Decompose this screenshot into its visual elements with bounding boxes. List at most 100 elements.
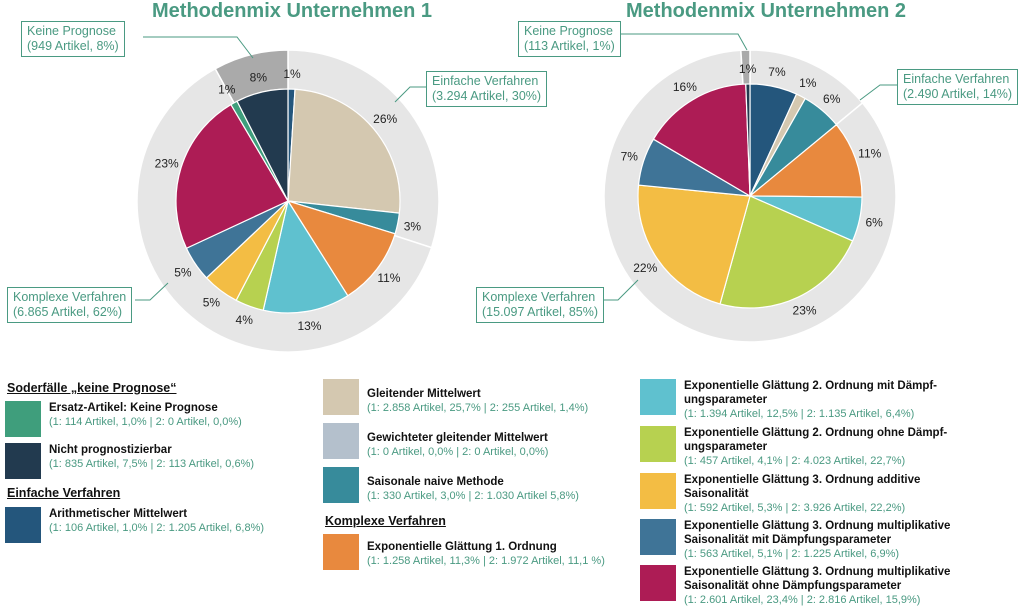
leader-line bbox=[620, 33, 748, 51]
legend-info: (1: 114 Artikel, 1,0% | 2: 0 Artikel, 0,… bbox=[49, 416, 242, 428]
legend-item-gleitender-mittelwert: Gleitender Mittelwert (1: 2.858 Artikel, … bbox=[323, 379, 588, 415]
callout-leader-lines bbox=[135, 33, 897, 301]
leader-line bbox=[859, 84, 897, 101]
legend-name: Exponentielle Glättung 1. Ordnung bbox=[367, 541, 557, 553]
slice-label-nicht: 1% bbox=[739, 62, 757, 76]
legend-item-exp-glaettung-3-mult-mit: Exponentielle Glättung 3. Ordnung multip… bbox=[640, 519, 970, 561]
pie-slice-exp1 bbox=[748, 123, 863, 198]
legend-heading-komplexe: Komplexe Verfahren bbox=[325, 514, 446, 528]
legend-item-exp-glaettung-2-mit: Exponentielle Glättung 2. Ordnung mit Dä… bbox=[640, 379, 970, 421]
legend-swatch bbox=[640, 426, 676, 462]
legend-item-saisonale-naive-methode: Saisonale naive Methode (1: 330 Artikel, … bbox=[323, 467, 579, 503]
legend-item-exp-glaettung-3-mult-ohne: Exponentielle Glättung 3. Ordnung multip… bbox=[640, 565, 970, 607]
legend-info: (1: 563 Artikel, 5,1% | 2: 1.225 Artikel… bbox=[684, 548, 900, 560]
slice-label-exp3ohne: 23% bbox=[155, 156, 179, 170]
callout-detail: (15.097 Artikel, 85%) bbox=[482, 305, 599, 319]
slice-label-exp2m: 13% bbox=[297, 319, 321, 333]
legend-heading-sonderfaelle: Soderfälle „keine Prognose“ bbox=[7, 381, 177, 395]
legend-info: (1: 106 Artikel, 1,0% | 2: 1.205 Artikel… bbox=[49, 522, 265, 534]
callout-label: Einfache Verfahren bbox=[432, 74, 539, 88]
slice-label-exp2o: 4% bbox=[236, 313, 254, 327]
callout-komplexe-verfahren-1: Komplexe Verfahren (6.865 Artikel, 62%) bbox=[7, 287, 133, 323]
legend-name: Exponentielle Glättung 3. Ordnung multip… bbox=[684, 566, 951, 592]
legend-item-exp-glaettung-1: Exponentielle Glättung 1. Ordnung (1: 1.2… bbox=[323, 534, 605, 570]
callout-label: Keine Prognose bbox=[524, 24, 613, 38]
legend-info: (1: 2.601 Artikel, 23,4% | 2: 2.816 Arti… bbox=[684, 594, 921, 606]
callout-einfache-verfahren-1: Einfache Verfahren (3.294 Artikel, 30%) bbox=[426, 71, 548, 107]
callout-label: Komplexe Verfahren bbox=[13, 290, 127, 304]
legend-swatch bbox=[640, 473, 676, 509]
pie-chart-unternehmen-1: 1% 26% 3% 11% 13% 4% 5% 5% 23% 1% 8% bbox=[136, 49, 440, 353]
legend-name: Exponentielle Glättung 3. Ordnung multip… bbox=[684, 520, 951, 546]
legend-item-gewichteter-mittelwert: Gewichteter gleitender Mittelwert (1: 0 A… bbox=[323, 423, 548, 459]
legend-name: Arithmetischer Mittelwert bbox=[49, 508, 188, 520]
callout-detail: (6.865 Artikel, 62%) bbox=[13, 305, 123, 319]
legend-item-exp-glaettung-2-ohne: Exponentielle Glättung 2. Ordnung ohne D… bbox=[640, 426, 970, 468]
legend-swatch bbox=[323, 467, 359, 503]
legend-swatch bbox=[5, 401, 41, 437]
pie-slice-exp2o bbox=[719, 195, 854, 309]
legend-item-exp-glaettung-3-additiv: Exponentielle Glättung 3. Ordnung additi… bbox=[640, 473, 970, 515]
callout-detail: (949 Artikel, 8%) bbox=[27, 39, 119, 53]
callout-label: Einfache Verfahren bbox=[903, 72, 1010, 86]
callout-label: Komplexe Verfahren bbox=[482, 290, 596, 304]
pie-slice-exp3ohne bbox=[175, 103, 289, 250]
slice-label-arith: 7% bbox=[768, 65, 786, 79]
legend-swatch bbox=[640, 519, 676, 555]
legend-name: Gewichteter gleitender Mittelwert bbox=[367, 432, 548, 444]
legend-info: (1: 1.394 Artikel, 12,5% | 2: 1.135 Arti… bbox=[684, 408, 915, 420]
legend-swatch bbox=[323, 423, 359, 459]
leader-line bbox=[143, 36, 254, 59]
legend-swatch bbox=[5, 443, 41, 479]
legend-info: (1: 330 Artikel, 3,0% | 2: 1.030 Artikel… bbox=[367, 490, 579, 502]
pie-chart-unternehmen-2: 7% 1% 6% 11% 6% 23% 22% 7% 16% 1% bbox=[603, 49, 897, 343]
legend-name: Exponentielle Glättung 2. Ordnung ohne D… bbox=[684, 427, 948, 453]
pie-slice-nicht bbox=[745, 83, 751, 197]
slice-label-exp1: 11% bbox=[858, 147, 881, 161]
slice-label-gleit: 26% bbox=[373, 112, 397, 126]
legend-name: Exponentielle Glättung 2. Ordnung mit Dä… bbox=[684, 380, 938, 406]
legend-name: Ersatz-Artikel: Keine Prognose bbox=[49, 402, 218, 414]
callout-komplexe-verfahren-2: Komplexe Verfahren (15.097 Artikel, 85%) bbox=[476, 287, 605, 323]
leader-line bbox=[135, 282, 169, 301]
legend-name: Gleitender Mittelwert bbox=[367, 388, 481, 400]
legend-heading-einfache: Einfache Verfahren bbox=[7, 486, 121, 500]
callout-detail: (3.294 Artikel, 30%) bbox=[432, 89, 542, 103]
slice-label-exp3mit: 7% bbox=[621, 150, 639, 164]
chart-2-title: Methodenmix Unternehmen 2 bbox=[626, 0, 907, 22]
slice-label-exp1: 11% bbox=[377, 271, 400, 285]
slice-label-exp3ohne: 16% bbox=[673, 80, 697, 94]
pie-charts: 1% 26% 3% 11% 13% 4% 5% 5% 23% 1% 8% 7% 1% 6% 11% 6% 23… bbox=[135, 33, 897, 353]
legend-info: (1: 2.858 Artikel, 25,7% | 2: 255 Artike… bbox=[367, 402, 589, 414]
slice-label-exp3add: 22% bbox=[633, 261, 657, 275]
callout-detail: (2.490 Artikel, 14%) bbox=[903, 87, 1013, 101]
slice-label-exp3mit: 5% bbox=[174, 265, 192, 279]
callout-label: Keine Prognose bbox=[27, 24, 116, 38]
legend-swatch bbox=[5, 507, 41, 543]
pie-slice-exp2m bbox=[262, 199, 349, 314]
callout-detail: (113 Artikel, 1%) bbox=[524, 39, 615, 53]
legend-info: (1: 0 Artikel, 0,0% | 2: 0 Artikel, 0,0%… bbox=[367, 446, 549, 458]
slice-label-saison: 6% bbox=[823, 92, 841, 106]
leader-line bbox=[394, 86, 426, 103]
slice-label-gleit: 1% bbox=[799, 76, 817, 90]
slice-label-exp2o: 23% bbox=[793, 304, 817, 318]
slice-label-arith: 1% bbox=[283, 67, 301, 81]
slice-label-exp3add: 5% bbox=[203, 295, 221, 309]
callout-keine-prognose-1: Keine Prognose (949 Artikel, 8%) bbox=[21, 21, 125, 57]
slice-label-ersatz: 1% bbox=[218, 83, 236, 97]
legend-info: (1: 1.258 Artikel, 11,3% | 2: 1.972 Arti… bbox=[367, 555, 605, 567]
legend-name: Exponentielle Glättung 3. Ordnung additi… bbox=[684, 474, 921, 500]
slice-label-nicht: 8% bbox=[250, 71, 268, 85]
legend-item-nicht-prognostizierbar: Nicht prognostizierbar (1: 835 Artikel, 7… bbox=[5, 443, 254, 479]
legend-name: Nicht prognostizierbar bbox=[49, 444, 172, 456]
pie-slice-nicht bbox=[236, 88, 289, 202]
pie-slice-gleit bbox=[287, 88, 401, 214]
legend-item-arithmetischer-mittelwert: Arithmetischer Mittelwert (1: 106 Artikel… bbox=[5, 507, 264, 543]
legend-info: (1: 835 Artikel, 7,5% | 2: 113 Artikel, … bbox=[49, 458, 255, 470]
pie-slice-exp3add bbox=[637, 184, 751, 305]
pie-slice-exp3ohne bbox=[652, 83, 751, 198]
slice-label-exp2m: 6% bbox=[866, 216, 884, 230]
callout-einfache-verfahren-2: Einfache Verfahren (2.490 Artikel, 14%) bbox=[897, 69, 1019, 105]
legend-item-ersatz: Ersatz-Artikel: Keine Prognose (1: 114 Ar… bbox=[5, 401, 242, 437]
